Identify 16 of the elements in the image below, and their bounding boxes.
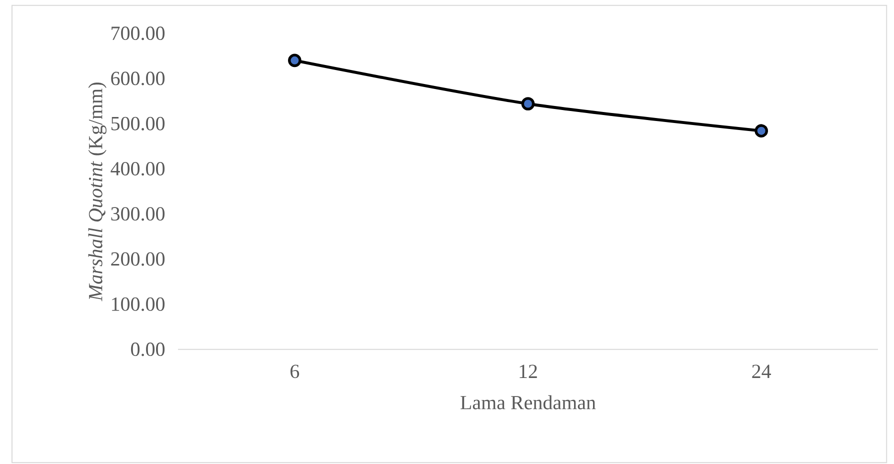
x-tick-label: 6 bbox=[290, 364, 300, 378]
point bbox=[521, 97, 535, 110]
y-tick-label: 600.00 bbox=[111, 72, 165, 86]
y-tick-label: 400.00 bbox=[110, 162, 165, 176]
point bbox=[288, 54, 302, 68]
y-tick-label: 300.00 bbox=[111, 207, 165, 221]
x-tick-label: 24 bbox=[752, 364, 772, 378]
y-tick-label: 100.00 bbox=[112, 297, 165, 311]
y-tick-label: 200.00 bbox=[111, 252, 165, 266]
x-tick-label: 12 bbox=[520, 364, 537, 378]
y-axis-title: Marshall Quotint (Kg/mm) bbox=[88, 82, 106, 302]
y-tick-label: 700.00 bbox=[112, 26, 165, 40]
x-axis-title: Lama Rendaman bbox=[460, 395, 596, 410]
point bbox=[754, 124, 768, 138]
y-tick-label: 500.00 bbox=[111, 116, 165, 130]
y-tick-label: 0.00 bbox=[131, 342, 165, 356]
